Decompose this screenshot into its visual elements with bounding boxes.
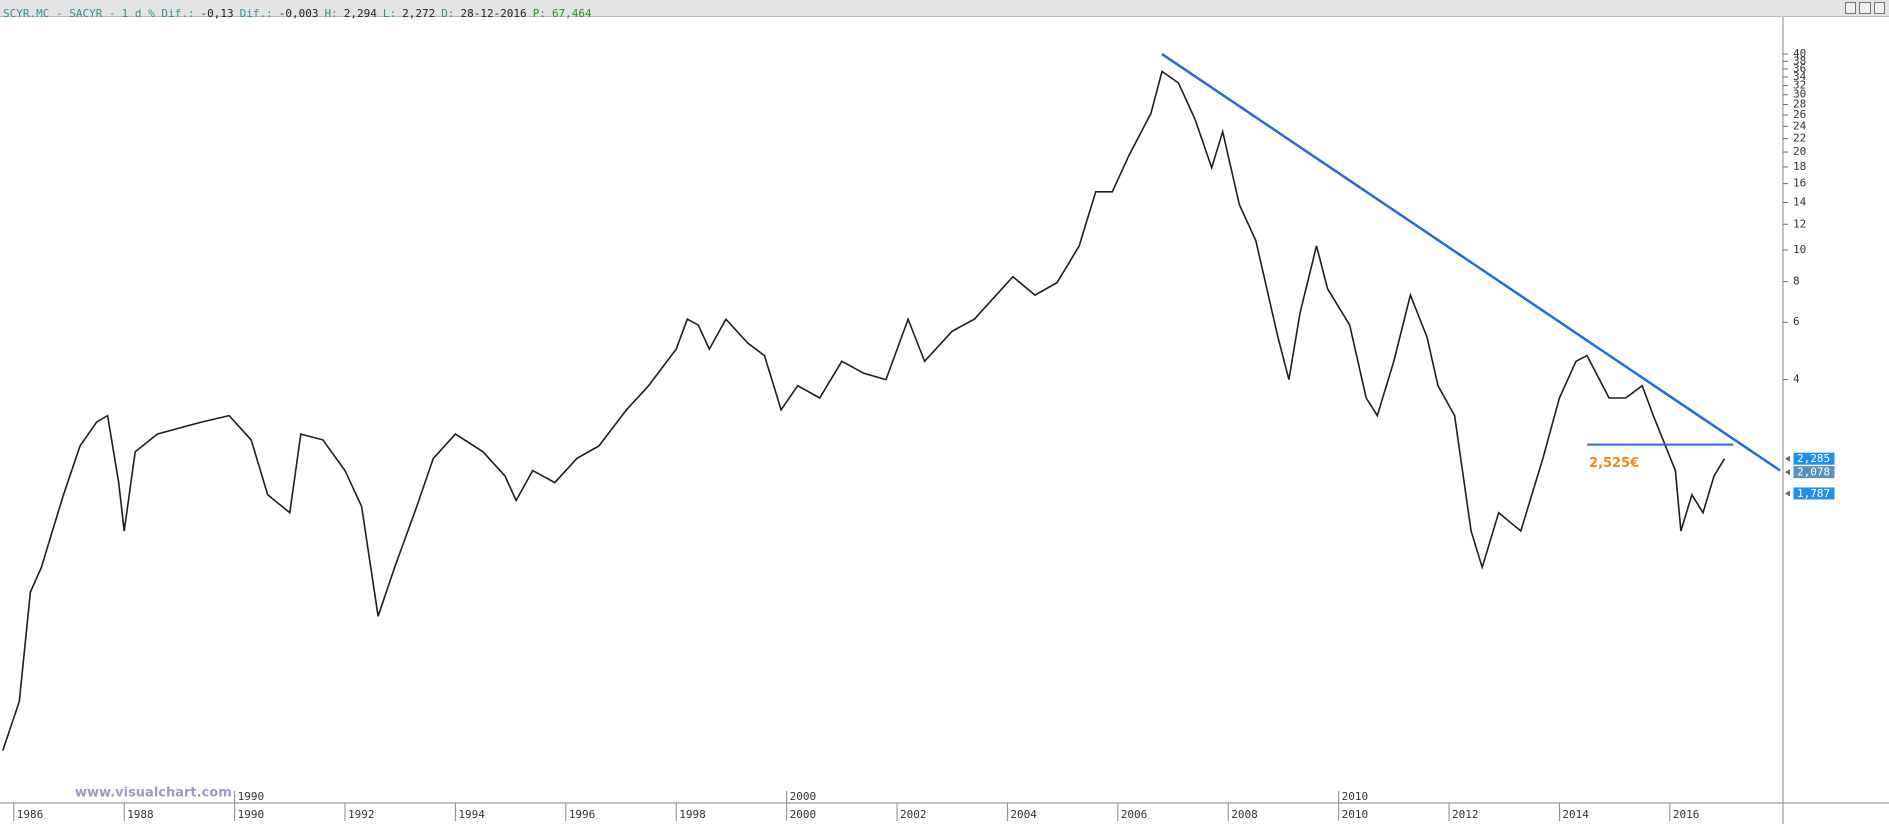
header-item: -0,003 <box>278 7 319 20</box>
y-tick-label: 8 <box>1793 275 1800 288</box>
header-item: 28-12-2016 <box>460 7 527 20</box>
header-item: Dif.: <box>239 7 273 20</box>
price-tag-label: 2,078 <box>1797 466 1830 479</box>
y-tick-label: 26 <box>1793 108 1806 121</box>
x-tick-label: 1994 <box>458 808 485 821</box>
close[interactable] <box>1873 2 1885 14</box>
trendline <box>1161 53 1781 472</box>
x-tick-label: 1988 <box>127 808 154 821</box>
y-tick-label: 18 <box>1793 160 1806 173</box>
x-tick-label: 1990 <box>238 808 265 821</box>
header-item: L: <box>382 7 397 20</box>
x-tick-label: 1996 <box>569 808 596 821</box>
y-tick-label: 32 <box>1793 79 1806 92</box>
x-tick-label: 2012 <box>1452 808 1479 821</box>
decade-label: 2000 <box>790 790 817 803</box>
tag-arrow <box>1785 490 1790 497</box>
y-tick-label: 6 <box>1793 315 1800 328</box>
price-tag <box>1792 486 1836 501</box>
y-tick-label: 4 <box>1793 373 1800 386</box>
x-tick-label: 2014 <box>1562 808 1589 821</box>
x-tick-label: 2000 <box>790 808 817 821</box>
header-item: -0,13 <box>200 7 234 20</box>
minimize[interactable] <box>1845 2 1857 14</box>
y-tick-label: 16 <box>1793 177 1806 190</box>
y-tick-label: 36 <box>1793 62 1806 75</box>
support-label: 2,525€ <box>1589 456 1639 471</box>
price-tag-label: 2,285 <box>1797 452 1830 465</box>
x-tick-label: 2002 <box>900 808 927 821</box>
y-tick-label: 12 <box>1793 217 1806 230</box>
header-bar: SCYR.MC - SACYR - 1 d % Dif.: -0,13 Dif.: -0… <box>0 0 1889 20</box>
header-item: SCYR.MC - SACYR - <box>3 7 116 20</box>
x-tick-label: 2006 <box>1121 808 1148 821</box>
header-item: 67,464 <box>551 7 592 20</box>
x-tick-label: 1986 <box>17 808 43 821</box>
decade-label: 1990 <box>238 790 265 803</box>
y-tick-label: 30 <box>1793 88 1806 101</box>
watermark: www.visualchart.com <box>75 786 232 801</box>
header-item: D: <box>441 7 455 20</box>
y-tick-label: 22 <box>1793 132 1806 145</box>
decade-label: 2010 <box>1342 790 1369 803</box>
x-tick-label: 1992 <box>348 808 375 821</box>
header-item: 2,272 <box>402 7 436 20</box>
window-buttons[interactable] <box>1845 2 1885 14</box>
header-item: P: <box>532 7 546 20</box>
y-tick-label: 34 <box>1793 70 1807 83</box>
maximize[interactable] <box>1859 2 1871 14</box>
y-tick-label: 40 <box>1793 47 1806 60</box>
header-item: 2,294 <box>343 7 377 20</box>
price-line <box>2 70 1726 751</box>
price-tag-label: 1,787 <box>1797 487 1830 500</box>
x-tick-label: 1998 <box>679 808 706 821</box>
y-tick-label: 28 <box>1793 98 1806 111</box>
header-item: H: <box>324 7 338 20</box>
tag-arrow <box>1785 469 1790 476</box>
y-tick-label: 14 <box>1793 195 1807 208</box>
x-tick-label: 2004 <box>1010 808 1037 821</box>
y-tick-label: 20 <box>1793 145 1806 158</box>
x-tick-label: 2016 <box>1673 808 1700 821</box>
header-item: 1 d % Dif.: <box>121 7 195 20</box>
price-tag <box>1792 465 1836 480</box>
y-tick-label: 10 <box>1793 243 1806 256</box>
tag-arrow <box>1785 455 1790 462</box>
x-tick-label: 2010 <box>1342 808 1369 821</box>
y-tick-label: 24 <box>1793 119 1807 132</box>
y-tick-label: 38 <box>1793 54 1806 67</box>
x-tick-label: 2008 <box>1231 808 1258 821</box>
